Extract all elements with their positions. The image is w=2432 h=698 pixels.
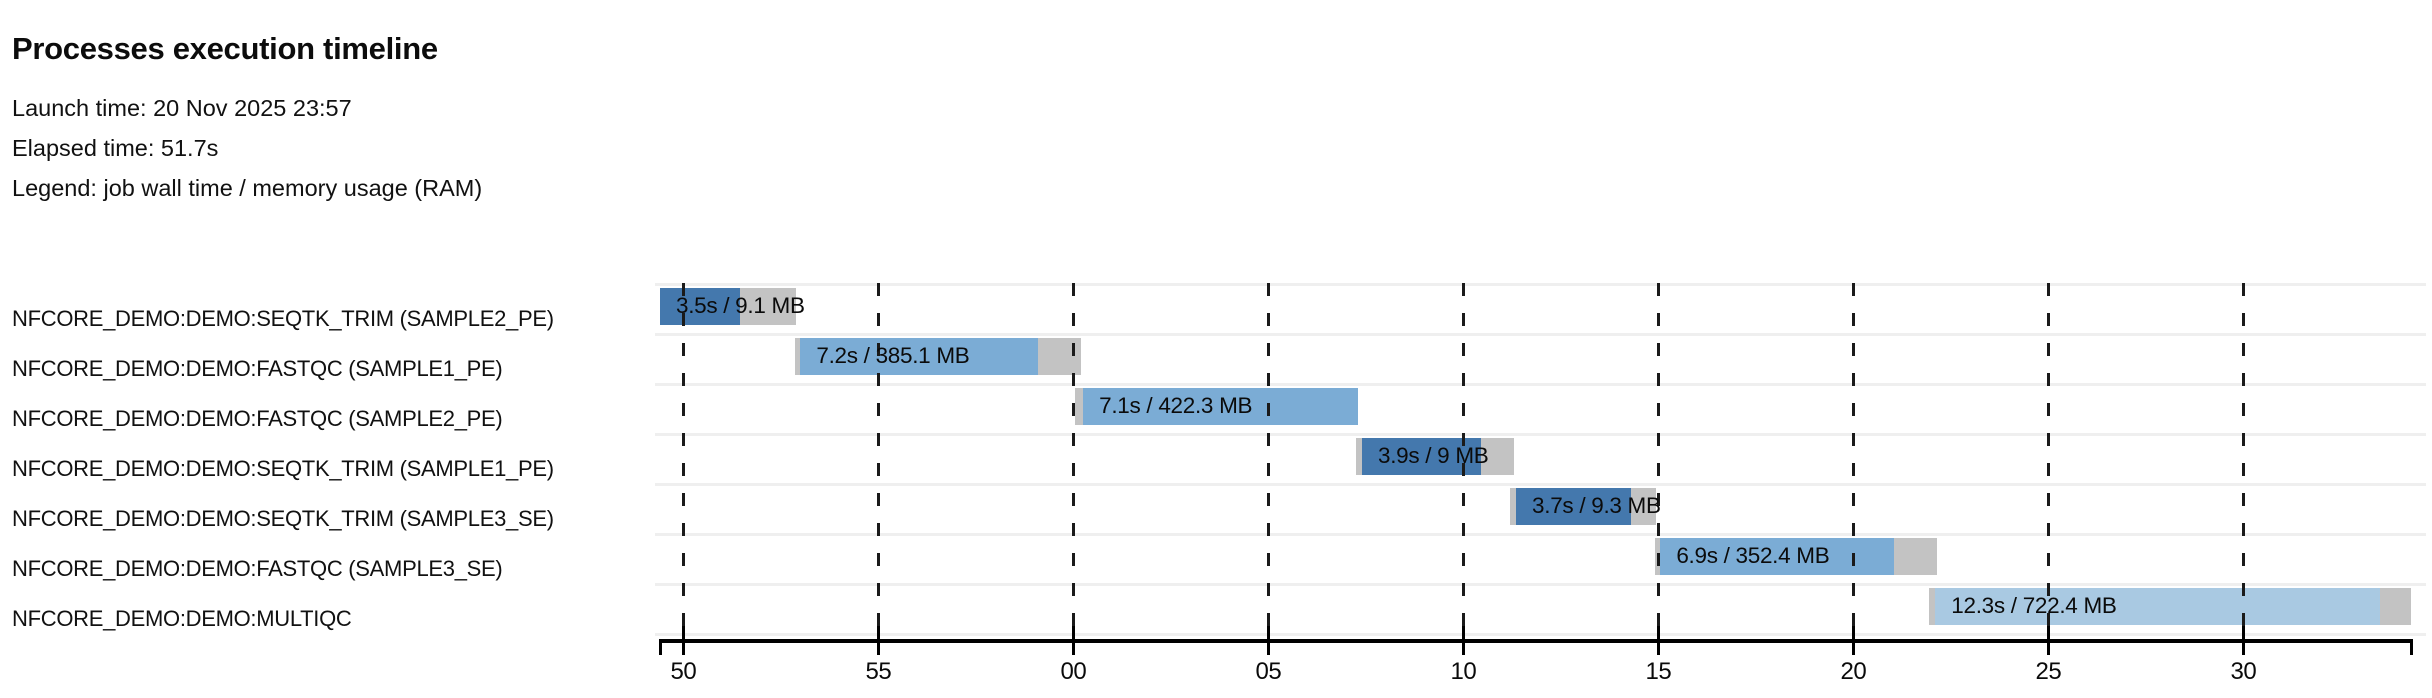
task-memory-segment	[739, 288, 797, 325]
x-axis-tick-label: 55	[865, 658, 892, 685]
row-separator	[655, 333, 2426, 336]
task-bar-label: 7.2s / 385.1 MB	[816, 343, 970, 368]
task-name-label: NFCORE_DEMO:DEMO:FASTQC (SAMPLE3_SE)	[12, 556, 503, 581]
row-separator	[655, 633, 2426, 636]
gridline	[1266, 283, 1270, 634]
x-axis-tick-label: 20	[1840, 658, 1867, 685]
task-bar-label: 7.1s / 422.3 MB	[1099, 393, 1253, 418]
row-separator	[655, 383, 2426, 386]
x-axis-tick-label: 10	[1450, 658, 1477, 685]
x-axis-tick	[2046, 626, 2050, 655]
row-separator	[655, 433, 2426, 436]
x-axis-tick	[681, 626, 685, 655]
task-bar-label: 3.9s / 9 MB	[1378, 443, 1489, 468]
elapsed-time-line: Elapsed time: 51.7s	[12, 135, 219, 161]
x-axis-tick	[2241, 626, 2245, 655]
task-name-label: NFCORE_DEMO:DEMO:MULTIQC	[12, 606, 352, 631]
x-axis-tick	[1656, 626, 1660, 655]
row-separator	[655, 583, 2426, 586]
legend-line: Legend: job wall time / memory usage (RA…	[12, 175, 483, 201]
gridline	[681, 283, 685, 634]
row-separator	[655, 533, 2426, 536]
task-bar-label: 3.7s / 9.3 MB	[1532, 493, 1661, 518]
task-name-label: NFCORE_DEMO:DEMO:SEQTK_TRIM (SAMPLE1_PE)	[12, 456, 554, 481]
gridline	[2241, 283, 2245, 634]
task-pending-segment	[794, 338, 801, 375]
task-runtime-bar[interactable]	[660, 288, 740, 325]
gridline	[1656, 283, 1660, 634]
x-axis-tick-label: 15	[1645, 658, 1672, 685]
task-runtime-bar[interactable]	[1660, 538, 1895, 575]
x-axis-tick	[1461, 626, 1465, 655]
gridline	[876, 283, 880, 634]
report-meta: Launch time: 20 Nov 2025 23:57 Elapsed t…	[12, 88, 482, 208]
task-name-label: NFCORE_DEMO:DEMO:FASTQC (SAMPLE1_PE)	[12, 356, 503, 381]
x-axis-tick	[1851, 626, 1855, 655]
launch-time-line: Launch time: 20 Nov 2025 23:57	[12, 95, 352, 121]
task-memory-segment	[2379, 588, 2412, 625]
task-bar-label: 3.5s / 9.1 MB	[676, 293, 805, 318]
task-pending-segment	[1929, 588, 1936, 625]
task-memory-segment	[1480, 438, 1515, 475]
gridline	[1851, 283, 1855, 634]
task-name-label: NFCORE_DEMO:DEMO:FASTQC (SAMPLE2_PE)	[12, 406, 503, 431]
gridline	[1461, 283, 1465, 634]
task-bar-label: 6.9s / 352.4 MB	[1676, 543, 1830, 568]
x-axis-tick	[1071, 626, 1075, 655]
task-pending-segment	[1356, 438, 1362, 475]
task-pending-segment	[1075, 388, 1084, 425]
task-memory-segment	[1631, 488, 1657, 525]
x-axis-tick-label: 30	[2230, 658, 2257, 685]
x-axis-right-cap	[2410, 639, 2414, 655]
x-axis-tick-label: 05	[1255, 658, 1282, 685]
row-separator	[655, 283, 2426, 286]
x-axis-tick	[1266, 626, 1270, 655]
x-axis-tick-label: 25	[2035, 658, 2062, 685]
page-title: Processes execution timeline	[12, 30, 438, 66]
x-axis-line	[659, 639, 2414, 643]
row-separator	[655, 483, 2426, 486]
x-axis-left-cap	[659, 639, 662, 655]
gridline	[2046, 283, 2050, 634]
task-pending-segment	[1510, 488, 1517, 525]
task-name-label: NFCORE_DEMO:DEMO:SEQTK_TRIM (SAMPLE3_SE)	[12, 506, 554, 531]
x-axis-tick-label: 50	[670, 658, 697, 685]
gridline	[1071, 283, 1075, 634]
task-bar-label: 12.3s / 722.4 MB	[1951, 593, 2117, 618]
task-runtime-bar[interactable]	[1362, 438, 1481, 475]
task-runtime-bar[interactable]	[800, 338, 1039, 375]
task-runtime-bar[interactable]	[1935, 588, 2380, 625]
task-runtime-bar[interactable]	[1516, 488, 1632, 525]
task-memory-segment	[1894, 538, 1938, 575]
task-runtime-bar[interactable]	[1083, 388, 1359, 425]
task-name-label: NFCORE_DEMO:DEMO:SEQTK_TRIM (SAMPLE2_PE)	[12, 306, 554, 331]
x-axis-tick-label: 00	[1060, 658, 1087, 685]
x-axis-tick	[876, 626, 880, 655]
